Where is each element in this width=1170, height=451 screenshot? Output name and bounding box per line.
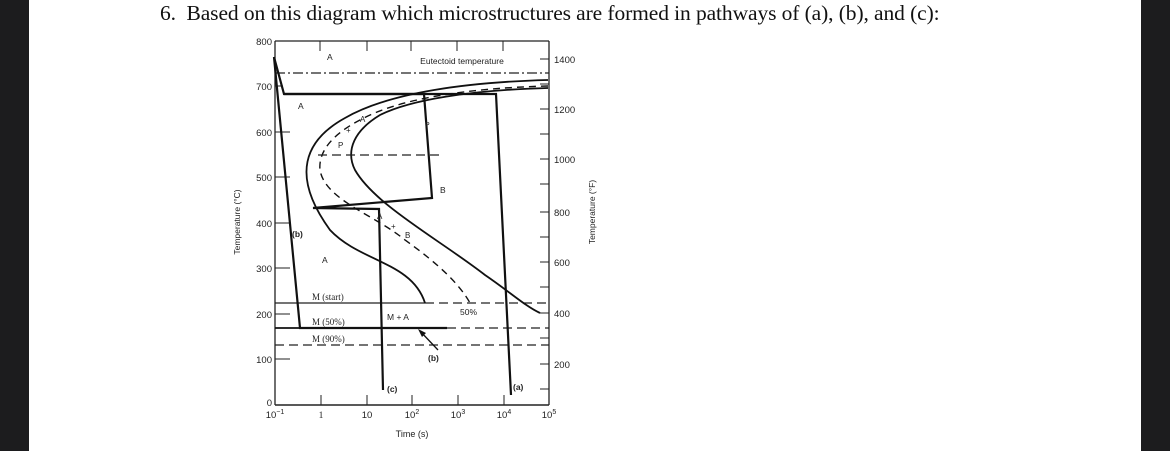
pathway-lines [272, 56, 513, 396]
svg-text:B: B [405, 231, 410, 240]
svg-text:(b): (b) [428, 353, 439, 363]
svg-text:800: 800 [554, 208, 570, 219]
left-axis-labels: 800 700 600 500 400 300 200 100 0 [256, 37, 272, 409]
svg-text:P: P [338, 141, 343, 150]
svg-text:102: 102 [405, 409, 420, 421]
top-axis-ticks [319, 41, 504, 51]
svg-text:+: + [391, 222, 396, 231]
question-body: Based on this diagram which microstructu… [186, 1, 940, 25]
x-axis-title: Time (s) [396, 429, 429, 439]
finish-curve [350, 87, 549, 314]
right-axis-ticks [540, 58, 549, 390]
svg-text:10−1: 10−1 [266, 409, 285, 421]
svg-text:600: 600 [554, 258, 570, 269]
svg-text:B: B [440, 185, 446, 195]
document-page: 6. Based on this diagram which microstru… [29, 0, 1141, 451]
svg-text:P: P [425, 122, 430, 129]
svg-text:100: 100 [256, 355, 272, 366]
svg-text:M (start): M (start) [312, 292, 344, 302]
y-axis-right-title: Temperature (°F) [587, 180, 597, 245]
svg-text:500: 500 [256, 173, 272, 184]
svg-text:600: 600 [256, 128, 272, 139]
start-curve [305, 79, 549, 304]
svg-text:+: + [346, 126, 351, 135]
svg-text:800: 800 [256, 37, 272, 48]
svg-text:50%: 50% [460, 307, 477, 317]
svg-text:A: A [322, 255, 328, 265]
svg-text:1200: 1200 [554, 105, 575, 116]
svg-text:Eutectoid temperature: Eutectoid temperature [420, 56, 504, 66]
y-axis-left-title: Temperature (°C) [232, 189, 242, 254]
svg-text:200: 200 [554, 360, 570, 371]
svg-text:400: 400 [256, 219, 272, 230]
svg-text:M + A: M + A [387, 312, 409, 322]
bottom-axis-ticks [320, 395, 505, 405]
svg-text:700: 700 [256, 82, 272, 93]
svg-text:104: 104 [497, 409, 512, 421]
svg-text:1000: 1000 [554, 155, 575, 166]
svg-text:M (90%): M (90%) [312, 334, 345, 344]
svg-text:1: 1 [319, 411, 324, 421]
svg-text:105: 105 [542, 409, 557, 421]
svg-text:M (50%): M (50%) [312, 317, 345, 327]
svg-text:400: 400 [554, 309, 570, 320]
svg-text:(b): (b) [292, 229, 303, 239]
svg-text:A: A [377, 212, 383, 221]
svg-text:(a): (a) [513, 382, 524, 392]
svg-text:(c): (c) [387, 384, 398, 394]
svg-text:103: 103 [451, 409, 466, 421]
svg-text:A: A [360, 115, 366, 124]
left-axis-ticks [275, 85, 290, 360]
svg-text:A: A [298, 101, 304, 111]
x-axis-labels: 10−1 1 10 102 103 104 105 [266, 409, 557, 421]
path-b-arrow [418, 329, 439, 351]
svg-text:10: 10 [362, 410, 373, 421]
question-number: 6. [160, 1, 176, 25]
fifty-percent-curve [319, 85, 549, 304]
path-b [272, 56, 447, 330]
svg-text:0: 0 [267, 398, 272, 409]
svg-text:200: 200 [256, 310, 272, 321]
question-text: 6. Based on this diagram which microstru… [160, 1, 940, 26]
path-c-upper [284, 92, 434, 391]
right-axis-labels: 1400 1200 1000 800 600 400 200 [554, 55, 575, 371]
svg-text:A: A [327, 52, 333, 62]
region-labels: Eutectoid temperature A A A P B P + A A … [292, 52, 524, 394]
svg-text:1400: 1400 [554, 55, 575, 66]
svg-text:300: 300 [256, 264, 272, 275]
